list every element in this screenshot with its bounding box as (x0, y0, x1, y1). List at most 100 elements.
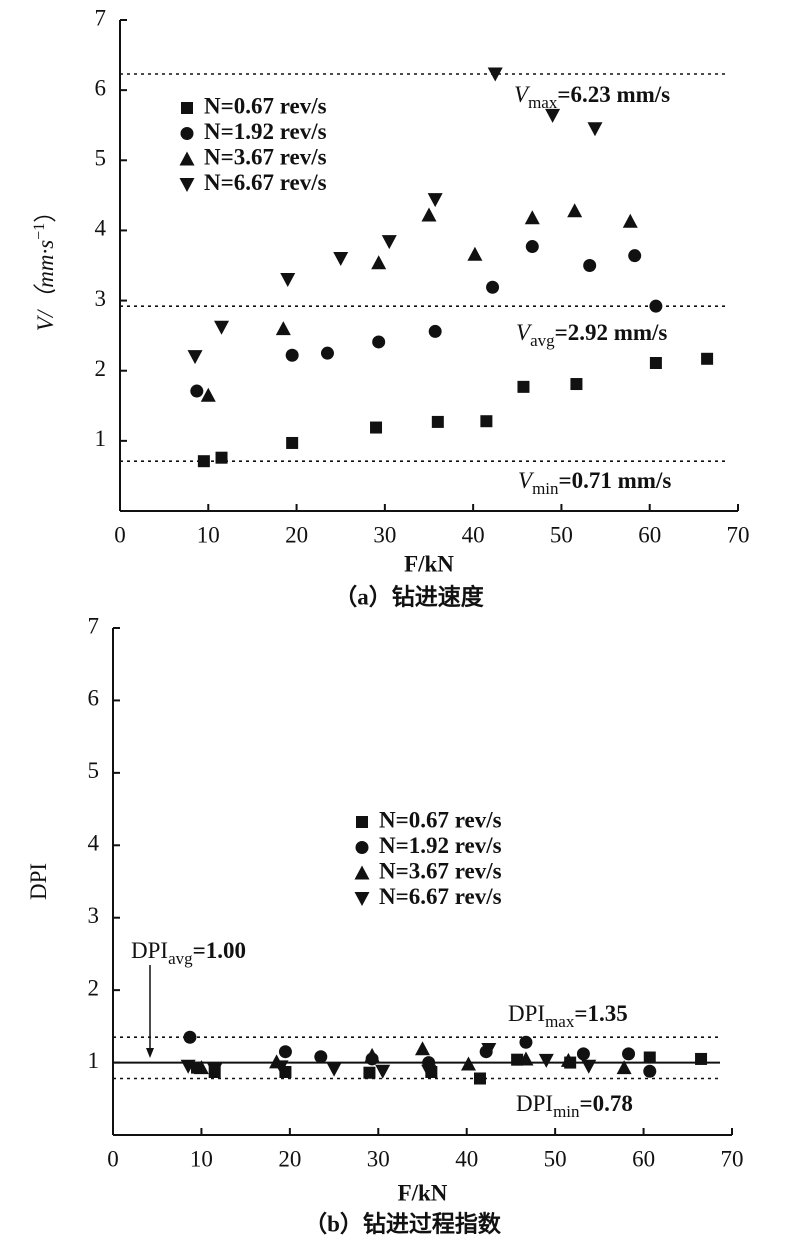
legend-marker (181, 102, 193, 114)
data-point (583, 259, 597, 272)
annotation-base: V (516, 320, 533, 345)
annotation-base: DPI (508, 1001, 545, 1026)
data-point (481, 1043, 497, 1058)
legend-label: N=1.92 rev/s (204, 119, 327, 144)
data-point (286, 436, 299, 449)
arrow-head (146, 1048, 154, 1058)
y-tick-label: 4 (95, 216, 107, 241)
y-axis-label-base: DPI (26, 863, 51, 900)
annotation-sub: avg (168, 949, 193, 968)
annotation-text: =2.92 mm/s (555, 320, 668, 345)
annotation: Vavg=2.92 mm/s (516, 320, 667, 350)
x-tick-label: 60 (632, 1146, 655, 1171)
data-point (587, 122, 603, 137)
data-point (622, 1047, 636, 1061)
data-point (467, 246, 483, 261)
annotation-sub: max (545, 1012, 575, 1031)
data-point (207, 1063, 223, 1078)
data-point (364, 1047, 380, 1062)
x-tick-label: 0 (114, 522, 126, 547)
legend-marker (180, 127, 194, 140)
y-tick-label: 2 (88, 975, 100, 1000)
data-point (487, 67, 503, 82)
caption: （a）钻进速度 (334, 583, 485, 609)
y-axis-label: DPI (26, 863, 51, 900)
data-point (649, 356, 662, 369)
legend-marker (355, 841, 369, 854)
y-tick-label: 3 (88, 903, 100, 928)
y-tick-label: 3 (95, 286, 107, 311)
data-point (480, 415, 493, 428)
legend-label: N=3.67 rev/s (379, 858, 502, 883)
legend-label: N=0.67 rev/s (379, 807, 502, 832)
data-point (375, 1064, 391, 1079)
x-tick-label: 50 (550, 522, 573, 547)
data-point (415, 1041, 430, 1056)
x-tick-label: 0 (107, 1146, 119, 1171)
data-point (695, 1052, 708, 1065)
data-point (649, 299, 663, 313)
x-tick-label: 60 (638, 522, 661, 547)
y-axis-label-end: ） (33, 200, 58, 223)
x-tick-label: 40 (462, 522, 485, 547)
legend-label: N=6.67 rev/s (379, 884, 502, 909)
data-point (545, 108, 561, 123)
y-axis-label-base: V/（mm·s (33, 240, 58, 331)
annotation-text: =6.23 mm/s (557, 82, 670, 107)
data-point (567, 203, 583, 218)
y-tick-label: 5 (88, 758, 100, 783)
data-point (197, 455, 210, 468)
data-point (193, 1060, 209, 1075)
data-point (214, 320, 230, 335)
y-tick-label: 2 (95, 356, 107, 381)
data-point (460, 1056, 476, 1071)
data-point (371, 255, 387, 270)
data-point (320, 346, 334, 360)
x-tick-label: 30 (367, 1146, 390, 1171)
data-point (333, 251, 349, 266)
legend-marker (356, 816, 368, 828)
data-point (643, 1064, 657, 1078)
y-tick-label: 4 (88, 831, 100, 856)
annotation-base: V (518, 468, 535, 493)
data-point (372, 335, 386, 349)
data-point (273, 1060, 289, 1075)
data-point (511, 1053, 524, 1066)
data-point (183, 1030, 197, 1044)
x-tick-label: 40 (455, 1146, 478, 1171)
data-point (701, 352, 714, 365)
data-point (519, 1035, 533, 1049)
data-point (643, 1051, 656, 1064)
annotation-sub: min (553, 1102, 580, 1121)
x-axis-label: F/kN (398, 1180, 448, 1205)
legend-label: N=0.67 rev/s (204, 93, 327, 118)
data-point (370, 421, 383, 434)
data-point (285, 348, 299, 362)
data-point (581, 1059, 597, 1074)
annotation-text: =0.71 mm/s (559, 468, 672, 493)
annotation: Vmax=6.23 mm/s (514, 82, 670, 112)
annotation-base: V (514, 82, 531, 107)
y-axis-label-sup: −1 (31, 223, 48, 240)
annotation: DPIavg=1.00 (131, 938, 246, 968)
data-point (560, 1052, 576, 1067)
legend-label: N=1.92 rev/s (379, 833, 502, 858)
x-tick-label: 30 (373, 522, 396, 547)
y-tick-label: 5 (95, 146, 107, 171)
data-point (576, 1047, 590, 1061)
annotation: DPImax=1.35 (508, 1001, 628, 1031)
data-point (518, 1051, 534, 1066)
data-point (326, 1062, 342, 1077)
data-point (381, 235, 397, 250)
annotation-base: DPI (516, 1091, 553, 1116)
data-point (524, 210, 540, 225)
legend-label: N=3.67 rev/s (204, 144, 327, 169)
data-point (278, 1045, 292, 1059)
annotation-text: =1.35 (574, 1001, 627, 1026)
data-point (190, 384, 204, 398)
y-tick-label: 6 (95, 75, 107, 100)
x-tick-label: 70 (721, 1146, 744, 1171)
annotation-sub: avg (530, 331, 555, 350)
